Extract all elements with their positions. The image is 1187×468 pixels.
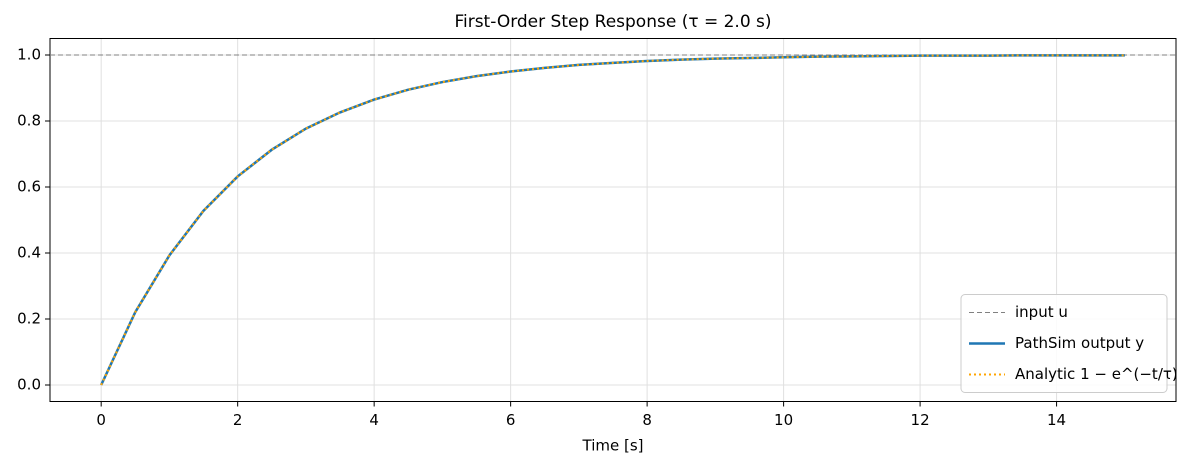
- y-tick-label: 1.0: [17, 46, 41, 64]
- y-tick-label: 0.6: [17, 178, 41, 196]
- x-tick-label: 14: [1047, 411, 1066, 429]
- x-tick-label: 0: [96, 411, 106, 429]
- x-tick-label: 12: [911, 411, 930, 429]
- legend-box: [960, 294, 1168, 393]
- plot-frame: [49, 38, 1177, 402]
- x-tick-label: 8: [642, 411, 652, 429]
- legend-label: PathSim output y: [1015, 334, 1144, 352]
- x-tick-label: 2: [233, 411, 243, 429]
- x-tick-label: 4: [369, 411, 379, 429]
- y-tick-label: 0.8: [17, 112, 41, 130]
- x-tick-label: 6: [506, 411, 516, 429]
- series-line: [100, 54, 1125, 386]
- legend-label: Analytic 1 − e^(−t/τ): [1015, 365, 1178, 383]
- chart-title: First-Order Step Response (τ = 2.0 s): [454, 12, 771, 32]
- legend-label: input u: [1015, 303, 1068, 321]
- x-tick-label: 10: [774, 411, 793, 429]
- x-axis-label: Time [s]: [582, 437, 644, 455]
- legend: input u PathSim output y Analytic 1 − e^(−…: [960, 294, 1178, 393]
- y-tick-label: 0.4: [17, 244, 41, 262]
- y-tick-label: 0.2: [17, 310, 41, 328]
- y-tick-label: 0.0: [17, 376, 41, 394]
